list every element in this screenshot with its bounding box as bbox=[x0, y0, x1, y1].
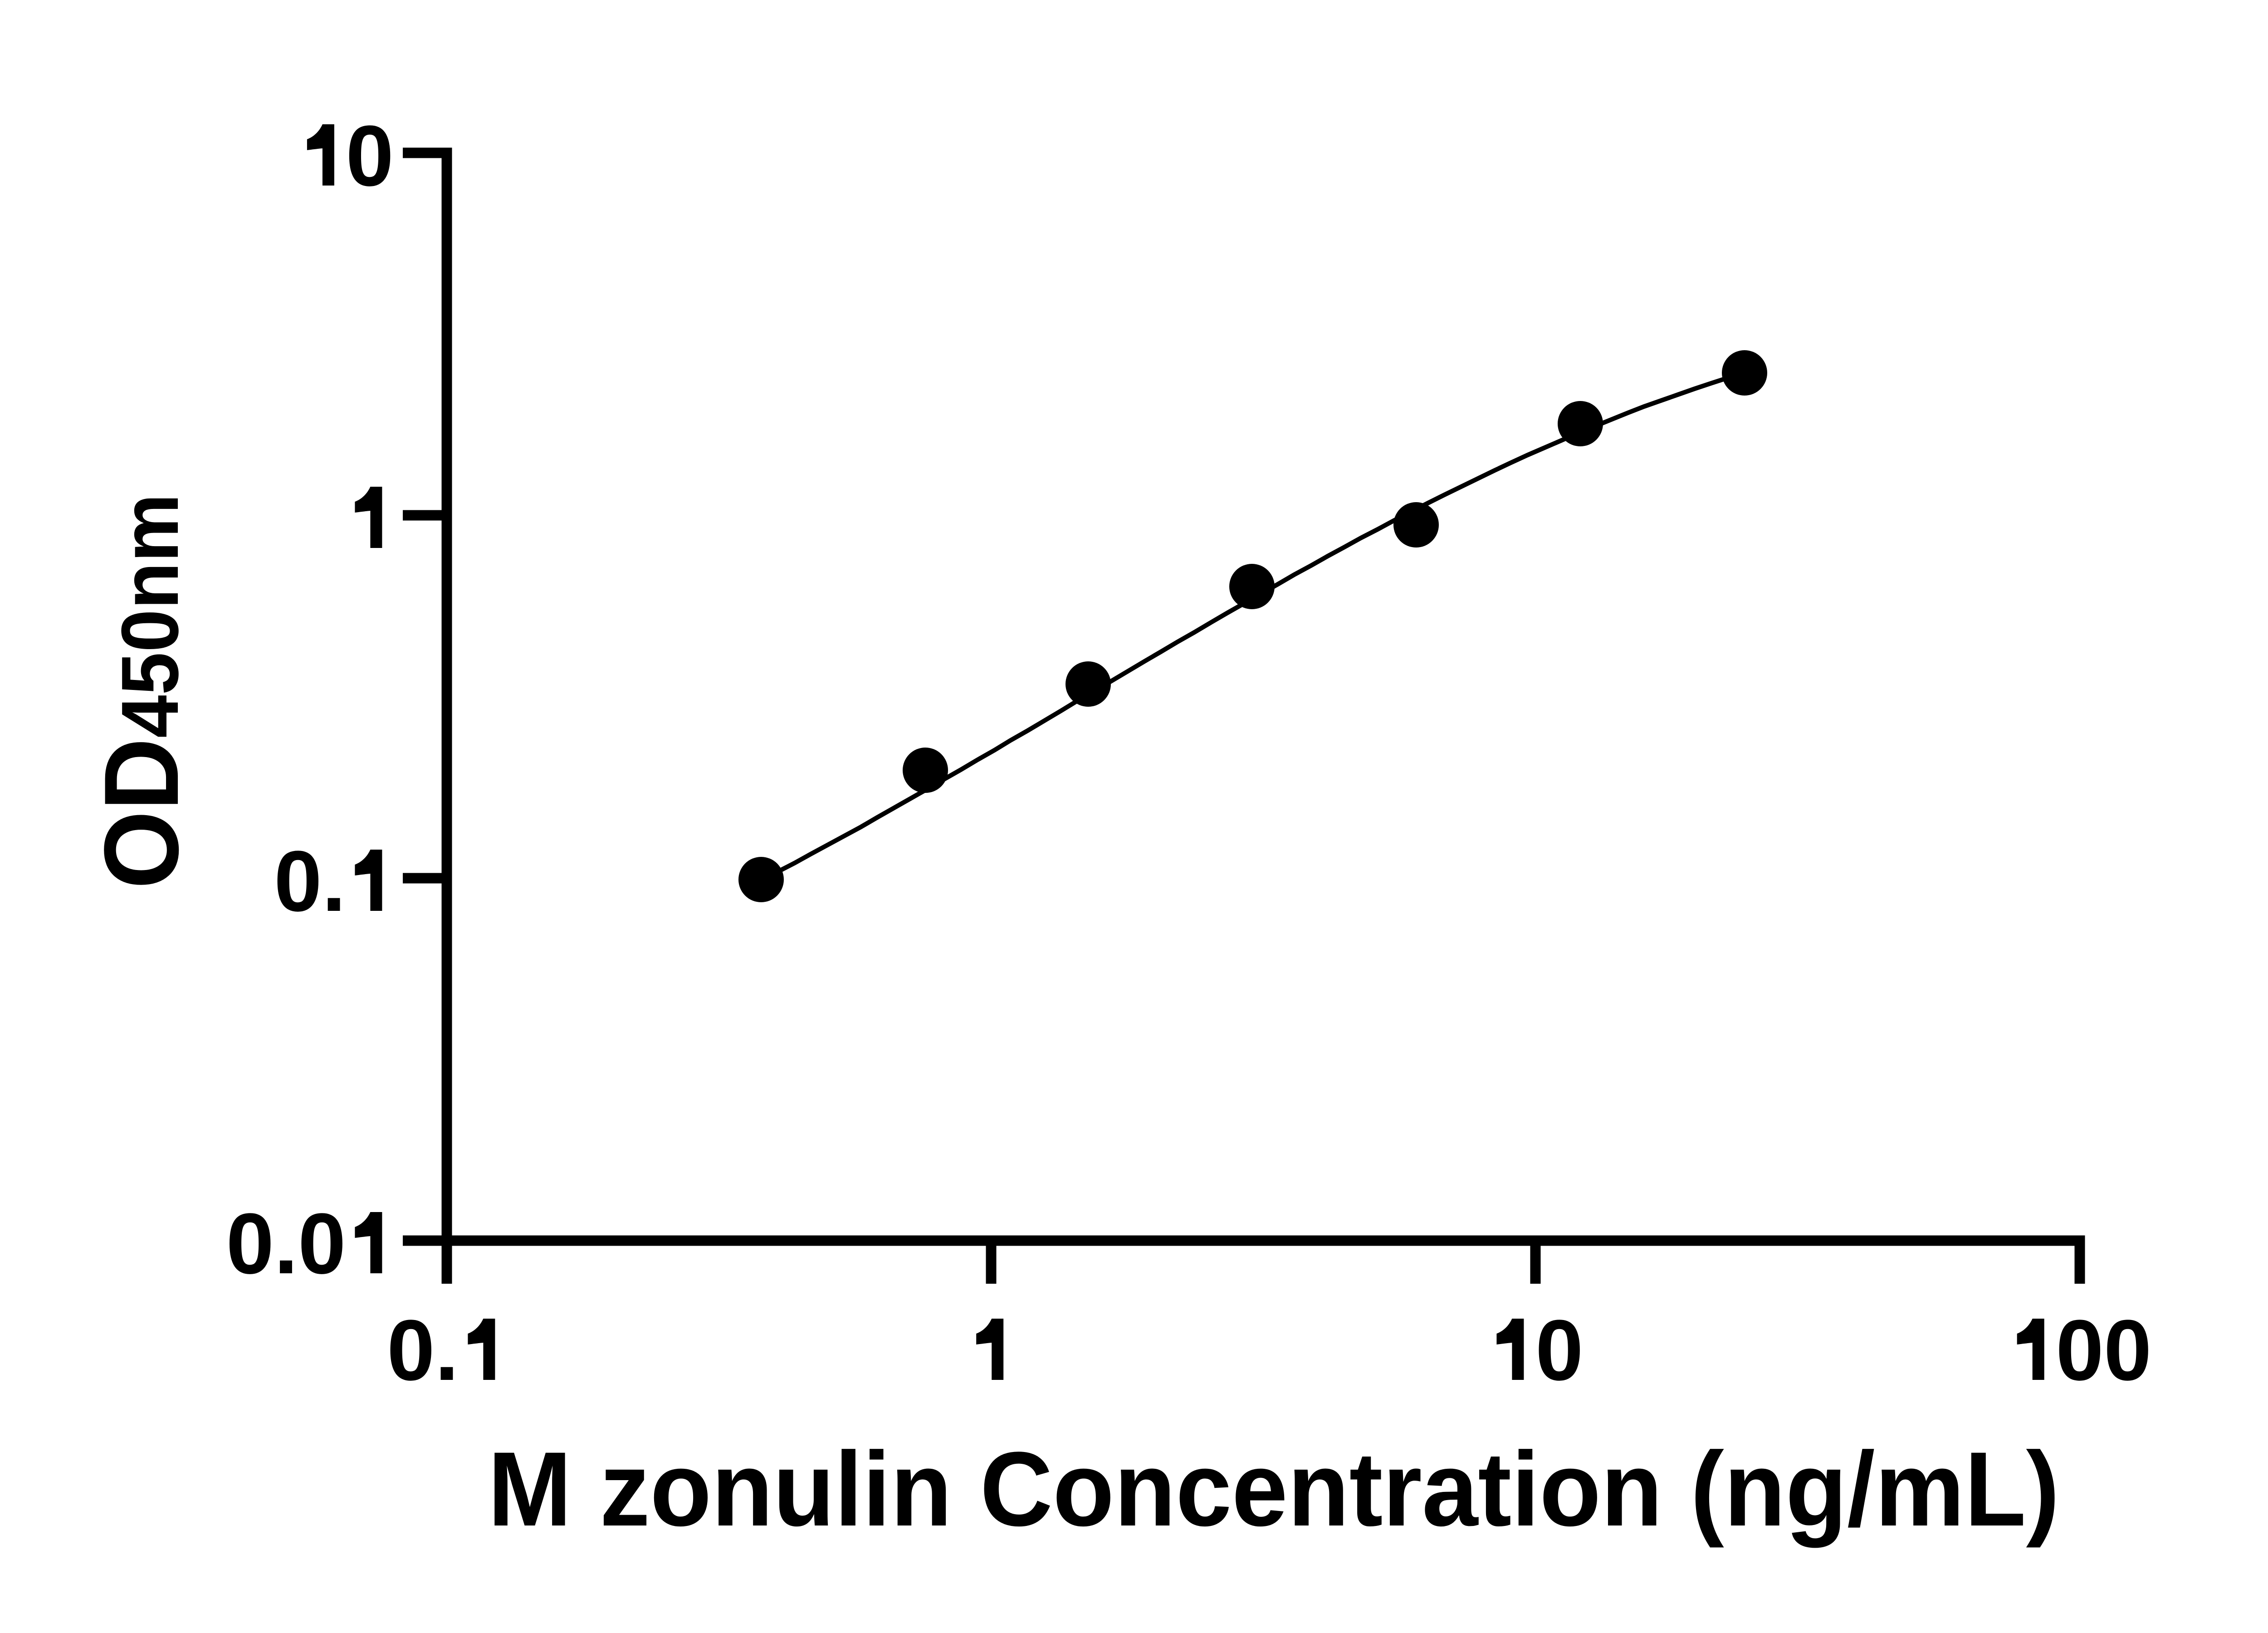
svg-text:00: 00 bbox=[2056, 1302, 2151, 1398]
svg-text:0.: 0. bbox=[387, 1302, 459, 1398]
svg-text:0.0: 0.0 bbox=[226, 1196, 346, 1292]
svg-text:0: 0 bbox=[346, 108, 394, 204]
svg-text:M zonulin Concentration (ng/mL: M zonulin Concentration (ng/mL) bbox=[488, 1430, 2059, 1548]
svg-text:0: 0 bbox=[1535, 1302, 1584, 1398]
svg-text:0.: 0. bbox=[274, 833, 346, 929]
